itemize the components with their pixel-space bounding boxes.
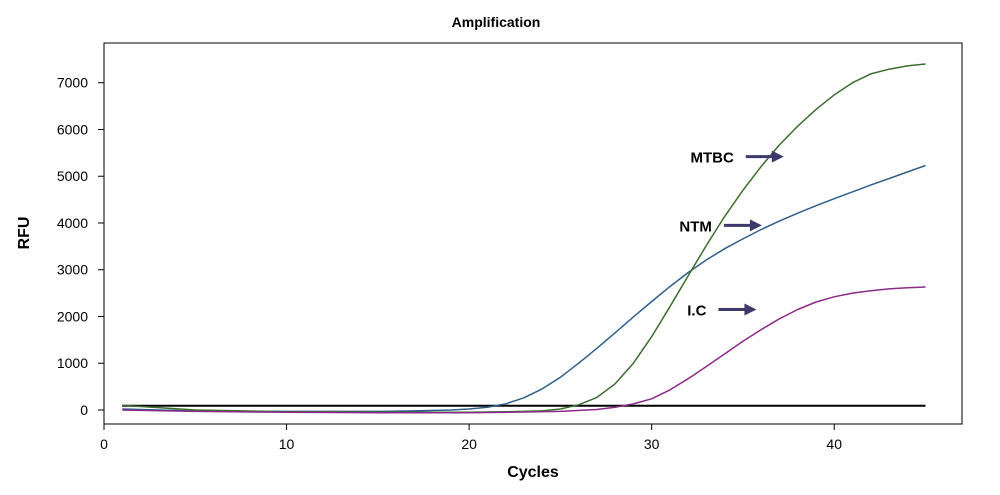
y-tick-label: 0 <box>80 402 88 418</box>
arrow-head-icon <box>744 303 757 316</box>
plot-frame <box>103 42 963 425</box>
axis-layer: 0 10 20 30 40 0 1000 2000 3000 4000 5000 6000 7000 <box>57 75 842 452</box>
y-tick-label: 4000 <box>57 215 88 231</box>
annotation-layer: MTBC NTM I.C <box>679 150 784 319</box>
y-tick-label: 5000 <box>57 168 88 184</box>
series-line-0 <box>122 164 926 413</box>
x-tick-label: 10 <box>279 436 295 452</box>
x-axis-label: Cycles <box>507 464 559 481</box>
plot-layer <box>122 63 926 414</box>
series-line-2 <box>122 286 926 414</box>
y-tick-label: 7000 <box>57 75 88 91</box>
arrow-head-icon <box>771 150 784 163</box>
x-tick-label: 0 <box>100 436 108 452</box>
annotation-label: I.C <box>687 302 706 319</box>
arrow-head-icon <box>749 219 762 232</box>
chart-title: Amplification <box>452 14 541 30</box>
y-tick-label: 1000 <box>57 355 88 371</box>
x-tick-label: 20 <box>461 436 477 452</box>
annotation-label: NTM <box>679 218 712 235</box>
x-tick-label: 30 <box>644 436 660 452</box>
x-tick-label: 40 <box>826 436 842 452</box>
y-axis-label: RFU <box>16 217 33 250</box>
y-tick-label: 2000 <box>57 308 88 324</box>
y-tick-label: 6000 <box>57 121 88 137</box>
y-tick-label: 3000 <box>57 262 88 278</box>
annotation-label: MTBC <box>690 150 733 167</box>
series-line-1 <box>122 63 926 414</box>
